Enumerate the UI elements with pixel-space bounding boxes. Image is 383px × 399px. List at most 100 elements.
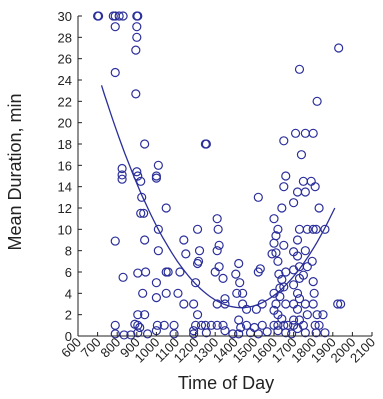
y-tick-label: 6 <box>65 265 72 280</box>
data-point <box>151 173 161 183</box>
data-point <box>140 310 150 320</box>
data-point <box>253 192 263 202</box>
data-point <box>118 272 128 282</box>
y-tick-label: 16 <box>58 158 72 173</box>
data-point <box>110 320 120 330</box>
y-axis-title: Mean Duration, min <box>5 93 25 250</box>
data-point <box>294 64 305 74</box>
data-point <box>275 291 285 302</box>
y-tick-label: 22 <box>58 94 72 109</box>
data-point <box>135 322 145 333</box>
data-point <box>290 128 301 138</box>
y-tick-label: 12 <box>58 201 72 216</box>
data-point <box>110 67 120 78</box>
data-point <box>298 176 308 186</box>
y-tick-label: 14 <box>58 180 72 195</box>
data-point <box>273 256 283 266</box>
data-point <box>274 269 284 279</box>
data-point <box>133 268 143 278</box>
data-point <box>271 299 281 309</box>
data-point <box>273 320 283 330</box>
data-point <box>289 299 299 309</box>
data-point <box>136 176 146 186</box>
data-point <box>292 187 303 197</box>
data-point <box>192 224 203 234</box>
y-tick-label: 8 <box>65 244 72 259</box>
data-point <box>159 320 169 330</box>
data-point <box>320 328 330 338</box>
y-tick-label: 28 <box>58 30 72 45</box>
data-point <box>271 248 281 258</box>
trend-layer <box>100 85 336 309</box>
data-point <box>192 258 203 269</box>
data-point <box>311 224 321 234</box>
data-point <box>231 269 241 279</box>
data-point <box>117 170 127 180</box>
data-point <box>232 288 242 298</box>
data-point <box>302 262 312 272</box>
data-point <box>308 277 318 287</box>
data-point <box>133 11 143 21</box>
data-point <box>253 267 263 277</box>
data-point <box>279 282 289 292</box>
data-point <box>292 288 303 298</box>
data-point <box>269 238 279 248</box>
data-point <box>161 203 171 213</box>
tick-marks: 0246810121416182022242628306007008009001… <box>58 9 379 366</box>
x-axis-title: Time of Day <box>178 373 274 393</box>
data-point <box>312 310 322 320</box>
data-point <box>302 224 312 234</box>
data-point <box>151 278 161 288</box>
data-point <box>314 320 324 330</box>
trend-line <box>100 85 336 309</box>
data-point <box>138 288 148 298</box>
data-point <box>281 328 291 338</box>
data-point <box>212 320 222 330</box>
data-point <box>117 174 127 184</box>
data-point <box>236 322 246 333</box>
data-point <box>153 246 163 256</box>
data-point <box>218 273 228 283</box>
data-point <box>273 326 283 336</box>
data-point <box>192 310 203 320</box>
data-point <box>292 304 303 314</box>
data-point <box>132 32 142 42</box>
data-point <box>287 329 297 339</box>
data-point <box>110 22 120 32</box>
data-point <box>234 315 244 325</box>
y-tick-label: 2 <box>65 308 72 323</box>
data-point <box>214 240 224 250</box>
data-point <box>289 198 299 208</box>
data-point <box>298 270 308 280</box>
data-point <box>118 11 128 21</box>
data-point <box>212 246 222 256</box>
data-point <box>241 304 252 314</box>
data-point <box>206 320 216 330</box>
data-point <box>220 326 230 336</box>
data-point <box>281 299 291 309</box>
data-point <box>300 128 310 138</box>
data-point <box>117 163 127 174</box>
data-point <box>140 235 150 245</box>
data-point <box>289 280 299 290</box>
data-point <box>294 224 305 234</box>
data-point <box>131 45 141 55</box>
data-point <box>320 224 330 234</box>
data-point <box>131 89 141 99</box>
data-point <box>140 139 150 149</box>
data-point <box>281 171 291 181</box>
data-point <box>214 262 224 272</box>
data-point <box>279 136 289 146</box>
data-point <box>267 249 277 259</box>
data-point <box>218 320 228 330</box>
data-point <box>314 203 324 213</box>
data-point <box>175 267 185 277</box>
data-point <box>308 128 318 138</box>
data-point <box>312 96 322 106</box>
data-point <box>110 329 120 339</box>
data-point <box>277 203 287 213</box>
data-point <box>153 160 163 170</box>
data-point <box>310 182 320 192</box>
data-point <box>220 294 230 304</box>
